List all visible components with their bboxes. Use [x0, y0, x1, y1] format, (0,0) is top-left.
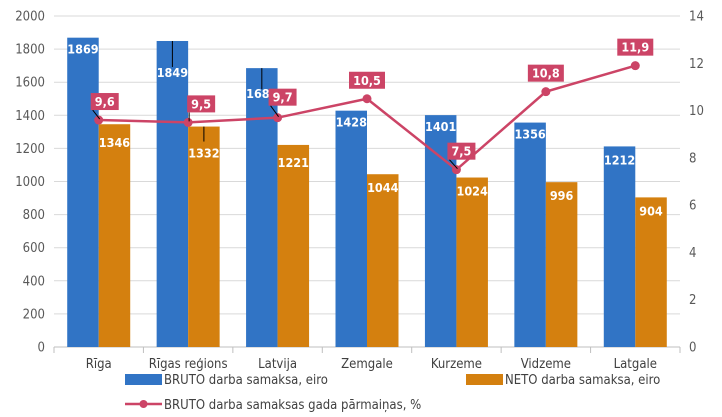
y-tick-label: 1600 [15, 76, 45, 91]
left-axis-ticks: 0 200 400 600 800 1000 1200 1400 1600 1800 2000 [15, 10, 45, 356]
bar-neto [545, 182, 578, 347]
line-marker [183, 117, 193, 127]
y-tick-label: 200 [23, 307, 45, 322]
line-data-label: 7,5 [451, 144, 471, 159]
line-data-label: 9,7 [273, 90, 293, 105]
line-label-box [447, 142, 476, 160]
data-label-neto: 904 [639, 203, 663, 218]
data-label-neto: 1024 [457, 184, 488, 199]
line-marker [94, 115, 104, 125]
y2-tick-label: 0 [689, 341, 696, 356]
data-label-bruto: 1849 [157, 65, 188, 80]
legend-marker-line [139, 400, 148, 408]
line-marker [630, 61, 640, 71]
line-data-label: 9,5 [191, 96, 211, 111]
line-label-box [90, 93, 119, 111]
line-label-box [527, 64, 564, 82]
data-label-bruto: 1869 [67, 42, 98, 57]
line-data-label: 9,6 [95, 94, 115, 109]
bar-bruto [335, 110, 367, 347]
line-label-box [349, 71, 385, 89]
legend-label-neto: NETO darba samaksa, eiro [505, 373, 660, 388]
legend-label-bruto: BRUTO darba samaksa, eiro [164, 373, 328, 388]
line-marker [362, 94, 372, 104]
legend-swatch-neto [466, 374, 503, 385]
y-tick-label: 1800 [15, 43, 45, 58]
data-label-neto: 1346 [99, 135, 130, 150]
line-series: 9,6 9,5 9,7 10,5 7,5 10,8 11,9 [90, 38, 654, 175]
legend-label-change: BRUTO darba samaksas gada pārmaiņas, % [164, 398, 421, 413]
line-label-leader [270, 105, 279, 117]
category-label: Vidzeme [521, 357, 571, 372]
y2-tick-label: 10 [689, 104, 704, 119]
y2-tick-label: 2 [689, 293, 696, 308]
data-label-neto: 1044 [367, 180, 398, 195]
data-label-neto: 1221 [278, 155, 309, 170]
line-marker [273, 113, 283, 123]
legend: BRUTO darba samaksa, eiro NETO darba sam… [125, 373, 660, 413]
data-label-bruto: 1428 [336, 115, 367, 130]
y-tick-label: 1400 [15, 109, 45, 124]
category-label: Rīga [86, 357, 112, 372]
data-label-neto: 1332 [188, 146, 219, 161]
y-tick-label: 800 [23, 208, 45, 223]
bar-bruto [67, 37, 99, 347]
data-label-bruto: 1356 [514, 127, 545, 142]
y-tick-label: 1200 [15, 142, 45, 157]
line-data-label: 11,9 [621, 40, 649, 55]
data-label-bruto: 1401 [425, 119, 456, 134]
y-tick-label: 2000 [15, 10, 45, 25]
line-data-label: 10,8 [532, 66, 560, 81]
right-axis-ticks: 0 2 4 6 8 10 12 14 [689, 10, 704, 356]
bar-bruto [514, 122, 546, 347]
bar-bruto [156, 40, 189, 347]
data-label-bruto: 1212 [604, 152, 635, 167]
y2-tick-label: 6 [689, 199, 696, 214]
y-tick-label: 0 [38, 341, 45, 356]
y2-tick-label: 4 [689, 246, 696, 261]
y-tick-label: 1000 [15, 175, 45, 190]
line-label-box [268, 88, 297, 106]
bars [67, 37, 667, 348]
category-label: Zemgale [341, 357, 393, 372]
line-marker [541, 87, 551, 97]
category-labels: Rīga Rīgas reģions Latvija Zemgale Kurzeme Vi… [86, 357, 657, 372]
line-label-box [187, 95, 216, 113]
line-label-leader [449, 159, 458, 170]
bar-labels: 1869134618491332168512211428104414011024… [67, 40, 663, 218]
y-tick-label: 400 [23, 274, 45, 289]
bar-bruto [246, 68, 278, 347]
y-tick-label: 600 [23, 241, 45, 256]
category-label: Rīgas reģions [149, 357, 228, 372]
category-label: Latgale [614, 357, 657, 372]
line-marker [451, 165, 461, 175]
bar-neto [456, 177, 488, 347]
data-label-neto: 996 [550, 188, 574, 203]
y2-tick-label: 12 [689, 57, 704, 72]
category-label: Latvija [258, 357, 297, 372]
bar-bruto [603, 146, 636, 347]
line-label-leader [92, 109, 101, 120]
legend-swatch-bruto [125, 374, 162, 385]
bar-neto [367, 174, 399, 347]
bar-neto [98, 124, 131, 347]
bar-neto [277, 144, 310, 347]
y2-tick-label: 8 [689, 151, 696, 166]
y2-tick-label: 14 [689, 10, 704, 25]
bar-neto [635, 197, 667, 347]
bar-neto [188, 126, 220, 347]
line-label-box [617, 38, 654, 56]
category-label: Kurzeme [431, 357, 482, 372]
line-data-label: 10,5 [353, 73, 381, 88]
